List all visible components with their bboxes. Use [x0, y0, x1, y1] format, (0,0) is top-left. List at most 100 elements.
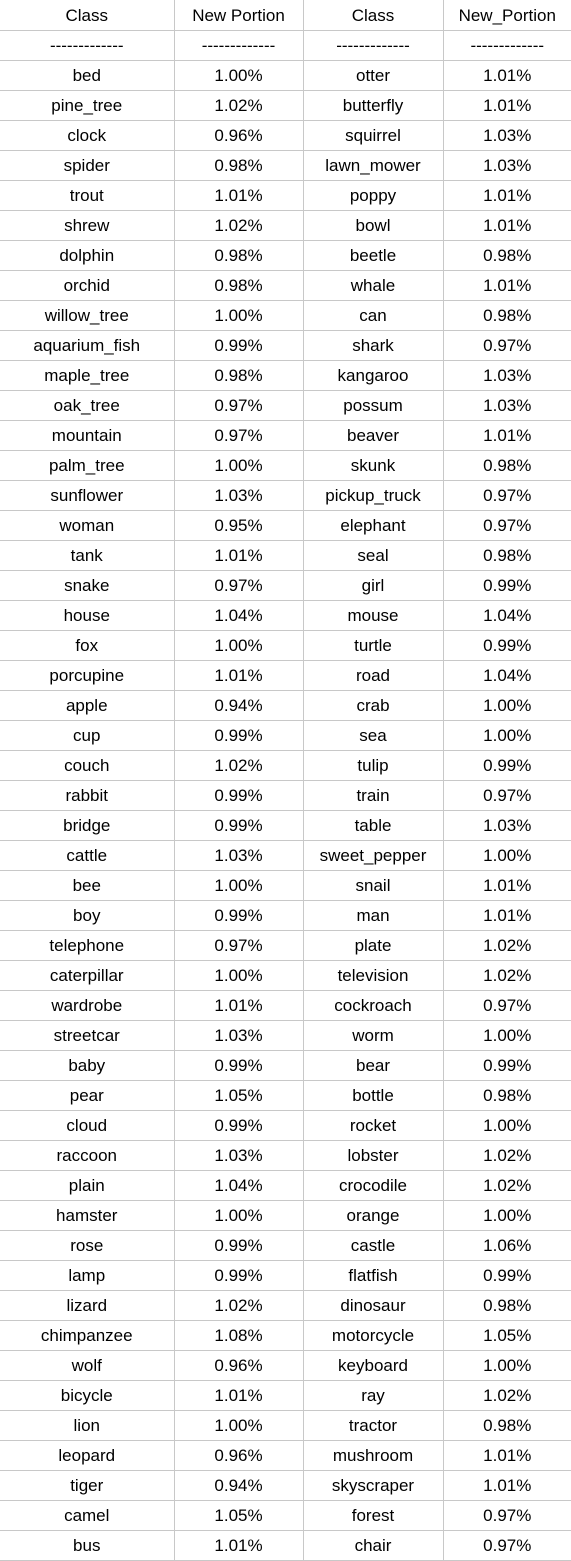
cell-class-left[interactable]: house: [0, 600, 175, 631]
cell-portion-left[interactable]: 1.01%: [173, 990, 304, 1021]
cell-class-left[interactable]: camel: [0, 1500, 175, 1531]
cell-class-left[interactable]: shrew: [0, 210, 175, 241]
cell-portion-right[interactable]: 1.01%: [442, 270, 571, 301]
cell-class-left[interactable]: trout: [0, 180, 175, 211]
cell-class-left[interactable]: tiger: [0, 1470, 175, 1501]
cell-portion-left[interactable]: 0.99%: [173, 810, 304, 841]
cell-portion-left[interactable]: 1.00%: [173, 1410, 304, 1441]
cell-class-right[interactable]: road: [302, 660, 444, 691]
cell-portion-left[interactable]: 1.02%: [173, 210, 304, 241]
cell-class-right[interactable]: mushroom: [302, 1440, 444, 1471]
cell-portion-left[interactable]: 1.08%: [173, 1320, 304, 1351]
cell-portion-left[interactable]: 0.99%: [173, 1050, 304, 1081]
cell-portion-left[interactable]: 0.98%: [173, 360, 304, 391]
cell-portion-left[interactable]: 1.03%: [173, 480, 304, 511]
cell-portion-left[interactable]: 1.00%: [173, 300, 304, 331]
cell-class-right[interactable]: keyboard: [302, 1350, 444, 1381]
cell-portion-left[interactable]: 1.04%: [173, 1170, 304, 1201]
cell-class-right[interactable]: television: [302, 960, 444, 991]
cell-portion-right[interactable]: 1.01%: [442, 1470, 571, 1501]
cell-class-left[interactable]: leopard: [0, 1440, 175, 1471]
separator-cell[interactable]: -------------: [442, 30, 571, 61]
cell-portion-right[interactable]: 1.00%: [442, 720, 571, 751]
cell-portion-left[interactable]: 0.99%: [173, 1110, 304, 1141]
cell-class-left[interactable]: rose: [0, 1230, 175, 1261]
cell-portion-right[interactable]: 1.01%: [442, 900, 571, 931]
cell-class-right[interactable]: bowl: [302, 210, 444, 241]
cell-class-right[interactable]: butterfly: [302, 90, 444, 121]
cell-portion-left[interactable]: 1.00%: [173, 870, 304, 901]
cell-class-right[interactable]: chair: [302, 1530, 444, 1561]
cell-class-right[interactable]: tulip: [302, 750, 444, 781]
cell-class-left[interactable]: porcupine: [0, 660, 175, 691]
separator-cell[interactable]: -------------: [173, 30, 304, 61]
cell-class-left[interactable]: wardrobe: [0, 990, 175, 1021]
cell-portion-right[interactable]: 1.00%: [442, 690, 571, 721]
cell-portion-left[interactable]: 0.96%: [173, 1350, 304, 1381]
cell-portion-right[interactable]: 0.99%: [442, 750, 571, 781]
cell-portion-right[interactable]: 1.03%: [442, 150, 571, 181]
cell-class-left[interactable]: cloud: [0, 1110, 175, 1141]
cell-class-right[interactable]: rocket: [302, 1110, 444, 1141]
cell-portion-left[interactable]: 1.03%: [173, 1140, 304, 1171]
cell-class-right[interactable]: squirrel: [302, 120, 444, 151]
cell-class-right[interactable]: elephant: [302, 510, 444, 541]
cell-portion-left[interactable]: 1.01%: [173, 1380, 304, 1411]
cell-portion-right[interactable]: 0.97%: [442, 1530, 571, 1561]
cell-class-right[interactable]: pickup_truck: [302, 480, 444, 511]
cell-class-left[interactable]: bicycle: [0, 1380, 175, 1411]
cell-portion-left[interactable]: 0.99%: [173, 900, 304, 931]
cell-class-left[interactable]: bus: [0, 1530, 175, 1561]
cell-portion-left[interactable]: 0.94%: [173, 690, 304, 721]
cell-class-left[interactable]: snake: [0, 570, 175, 601]
cell-class-left[interactable]: pear: [0, 1080, 175, 1111]
cell-class-left[interactable]: plain: [0, 1170, 175, 1201]
cell-portion-left[interactable]: 0.98%: [173, 270, 304, 301]
cell-portion-left[interactable]: 0.99%: [173, 1230, 304, 1261]
cell-class-left[interactable]: aquarium_fish: [0, 330, 175, 361]
cell-portion-left[interactable]: 0.96%: [173, 120, 304, 151]
cell-portion-left[interactable]: 0.97%: [173, 420, 304, 451]
cell-class-right[interactable]: dinosaur: [302, 1290, 444, 1321]
cell-portion-right[interactable]: 1.00%: [442, 840, 571, 871]
cell-portion-left[interactable]: 1.01%: [173, 660, 304, 691]
cell-portion-right[interactable]: 0.98%: [442, 540, 571, 571]
cell-portion-left[interactable]: 0.97%: [173, 930, 304, 961]
cell-portion-right[interactable]: 1.02%: [442, 960, 571, 991]
cell-portion-right[interactable]: 0.97%: [442, 1500, 571, 1531]
cell-class-left[interactable]: couch: [0, 750, 175, 781]
cell-portion-right[interactable]: 1.01%: [442, 420, 571, 451]
cell-class-left[interactable]: bee: [0, 870, 175, 901]
cell-portion-left[interactable]: 1.02%: [173, 90, 304, 121]
cell-portion-right[interactable]: 1.02%: [442, 1380, 571, 1411]
cell-class-left[interactable]: caterpillar: [0, 960, 175, 991]
cell-class-left[interactable]: streetcar: [0, 1020, 175, 1051]
cell-portion-right[interactable]: 0.99%: [442, 1050, 571, 1081]
cell-portion-right[interactable]: 0.97%: [442, 510, 571, 541]
cell-portion-right[interactable]: 1.00%: [442, 1110, 571, 1141]
cell-portion-right[interactable]: 0.98%: [442, 1080, 571, 1111]
cell-class-left[interactable]: maple_tree: [0, 360, 175, 391]
cell-class-right[interactable]: lawn_mower: [302, 150, 444, 181]
separator-cell[interactable]: -------------: [0, 30, 175, 61]
header-portion-right[interactable]: New_Portion: [442, 0, 571, 31]
cell-class-right[interactable]: possum: [302, 390, 444, 421]
cell-class-left[interactable]: bridge: [0, 810, 175, 841]
cell-portion-left[interactable]: 1.00%: [173, 630, 304, 661]
cell-class-left[interactable]: orchid: [0, 270, 175, 301]
cell-class-right[interactable]: motorcycle: [302, 1320, 444, 1351]
cell-class-right[interactable]: tractor: [302, 1410, 444, 1441]
cell-class-right[interactable]: poppy: [302, 180, 444, 211]
cell-class-right[interactable]: bear: [302, 1050, 444, 1081]
cell-portion-right[interactable]: 1.02%: [442, 1170, 571, 1201]
cell-class-right[interactable]: sea: [302, 720, 444, 751]
cell-portion-right[interactable]: 1.01%: [442, 1440, 571, 1471]
cell-portion-left[interactable]: 1.05%: [173, 1080, 304, 1111]
cell-class-left[interactable]: fox: [0, 630, 175, 661]
cell-class-left[interactable]: palm_tree: [0, 450, 175, 481]
cell-class-right[interactable]: turtle: [302, 630, 444, 661]
cell-portion-right[interactable]: 0.99%: [442, 1260, 571, 1291]
cell-class-right[interactable]: seal: [302, 540, 444, 571]
cell-class-right[interactable]: snail: [302, 870, 444, 901]
cell-class-left[interactable]: chimpanzee: [0, 1320, 175, 1351]
